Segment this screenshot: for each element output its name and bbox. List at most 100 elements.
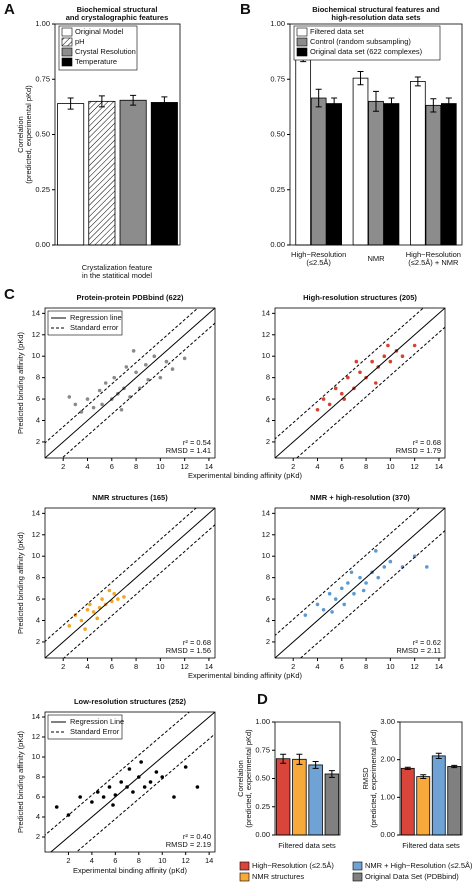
x-tick-label: 8 [364,662,368,671]
y-tick-label: 2 [266,437,270,446]
y-tick-label: 1.00 [35,19,50,28]
bar [308,764,323,836]
legend-swatch [61,47,73,57]
point [386,343,390,348]
x-tick-label: 4 [315,662,319,671]
point [101,795,106,799]
y-tick-label: 6 [36,394,40,403]
plot-area [45,308,215,458]
point [327,402,332,407]
point [134,370,138,375]
point [315,602,320,607]
stat-rmsd: RMSD = 2.11 [396,646,441,655]
point [107,785,112,789]
y-tick-label: 8 [36,373,40,382]
error-bar [404,766,411,770]
legend-label: Filtered data set [310,27,365,36]
point [339,391,344,396]
point [139,760,143,764]
point [107,588,112,593]
bar [326,103,342,246]
x-tick-label: 10 [156,662,164,671]
x-tick-label: 6 [340,662,344,671]
point [95,616,100,621]
y-tick-label: 10 [32,551,40,560]
point [183,765,188,769]
y-tick-label: 0.00 [270,240,285,249]
point [90,800,94,804]
y-axis-label: Correlation(predicted, experimental pKd) [236,729,253,828]
y-tick-label: 14 [262,508,270,517]
x-tick-label: 4 [90,856,94,865]
regression-line [45,308,215,458]
y-tick-label: 0.25 [270,185,285,194]
legend-swatch [296,27,308,37]
y-tick-label: 3.00 [380,717,395,726]
point [361,588,366,593]
y-tick-label: 14 [32,308,40,317]
y-tick-label: 14 [262,308,270,317]
point [112,591,117,596]
point [122,595,126,599]
point [382,354,387,359]
bar [440,103,457,246]
y-tick-label: 1.00 [255,717,270,726]
x-tick-label: 2 [291,462,295,471]
bar [88,100,116,246]
x-tick-label: 4 [85,462,89,471]
point [103,381,108,385]
point [137,386,142,391]
x-tick-label: 10 [386,462,394,471]
y-tick-label: 2.00 [380,755,395,764]
point [358,370,362,375]
point [339,586,344,591]
y-tick-label: 10 [32,351,40,360]
bar [295,56,312,246]
y-tick-label: 4 [266,415,270,424]
y-tick-label: 0.50 [270,129,285,138]
x-tick-label: 10 [386,662,394,671]
y-axis-label: RMSD(predicted, experimental pKd) [361,729,378,828]
point [382,565,387,569]
chart-title: High-resolution structures (205) [303,293,417,302]
bar [292,758,307,836]
x-tick-label: 8 [137,856,141,865]
bar [119,99,147,246]
y-tick-label: 2 [36,637,40,646]
bar [447,766,462,836]
y-tick-label: 4 [36,415,40,424]
bar [383,103,400,246]
y-tick-label: 6 [266,394,270,403]
plot-frame [289,23,463,246]
x-tick-label: 6 [110,662,114,671]
x-axis-label: Crystalization feature in the statitical … [82,263,153,280]
error-bar [312,761,319,769]
y-tick-label: 0.50 [255,773,270,782]
point [124,365,129,369]
x-tick-label: 6 [340,462,344,471]
point [373,549,378,553]
point [143,362,148,367]
y-tick-label: 1.00 [270,19,285,28]
y-tick-label: 8 [266,373,270,382]
panel-label: C [4,286,15,303]
stat-r2: r² = 0.40 [183,832,211,841]
error-bar [67,97,74,110]
x-tick-label: 6 [110,462,114,471]
point [333,597,338,601]
legend-frame [47,714,123,740]
regression-line [45,508,215,658]
bar [150,102,178,246]
x-tick-label: 2 [66,856,70,865]
standard-error-line [63,524,215,658]
point [111,803,115,807]
legend-label: Regression line [70,313,122,322]
point [85,607,90,612]
x-tick-label: 10 [158,856,166,865]
y-tick-label: 12 [262,330,270,339]
y-tick-label: 0.75 [270,74,285,83]
stat-rmsd: RMSD = 1.41 [166,446,211,455]
y-axis-label: Predicted binding affinity (pKd) [16,532,25,635]
error-bar [280,753,287,764]
